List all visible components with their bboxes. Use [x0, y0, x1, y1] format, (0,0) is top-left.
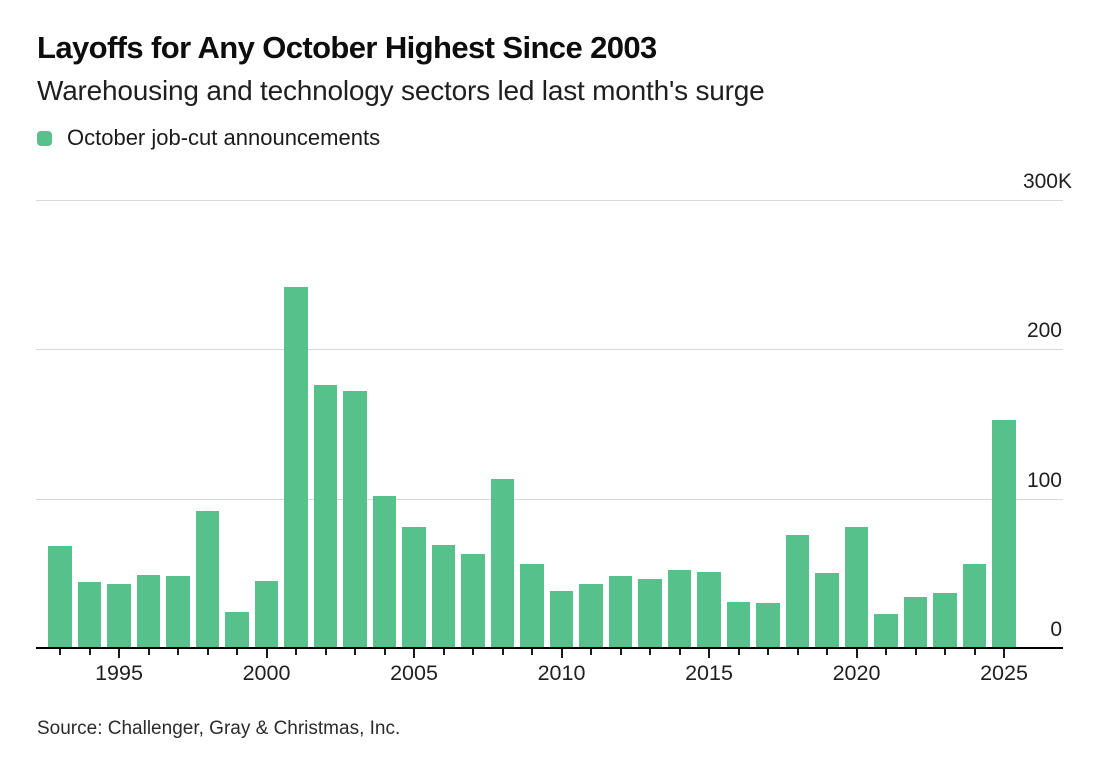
bar-2013	[638, 579, 662, 648]
x-axis-tick-2002	[324, 648, 327, 655]
y-axis-label-200: 200	[1026, 319, 1062, 343]
bar-1993	[48, 546, 72, 648]
x-axis-tick-2017	[767, 648, 769, 655]
x-axis-tick-1993	[59, 648, 61, 655]
x-axis-tick-1994	[88, 648, 91, 655]
x-axis-tick-1997	[177, 648, 179, 655]
x-axis-tick-2009	[531, 648, 533, 655]
y-axis-label-100: 100	[1026, 468, 1062, 492]
chart-title: Layoffs for Any October Highest Since 20…	[37, 30, 657, 65]
bar-2006	[431, 544, 456, 648]
x-axis-tick-1999	[236, 648, 238, 655]
x-axis-tick-2000	[265, 648, 268, 658]
x-axis-tick-2011	[590, 648, 592, 655]
bar-2023	[933, 592, 957, 648]
x-axis-tick-2020	[855, 648, 858, 658]
x-axis-tick-2004	[383, 648, 386, 655]
bar-2004	[372, 495, 397, 648]
bar-2002	[313, 385, 338, 648]
x-axis-tick-2010	[560, 648, 563, 658]
bar-2022	[903, 597, 928, 648]
gridline-300k	[36, 200, 1063, 201]
x-axis-tick-2007	[472, 648, 474, 655]
x-axis-tick-2006	[442, 648, 445, 655]
bar-2018	[785, 534, 810, 648]
bar-1997	[166, 576, 190, 648]
legend-label: October job-cut announcements	[67, 125, 381, 150]
x-axis-tick-1995	[118, 648, 120, 658]
x-axis-tick-2019	[826, 648, 828, 655]
bar-2024	[962, 564, 987, 648]
bar-2009	[520, 564, 544, 648]
bar-2019	[815, 573, 839, 648]
x-axis-label-2015: 2015	[685, 661, 733, 685]
bar-2021	[874, 613, 898, 648]
gridline-100	[36, 498, 1063, 500]
bar-2015	[697, 571, 721, 648]
bar-2012	[608, 576, 633, 648]
bar-1994	[77, 582, 102, 648]
x-axis-label-2000: 2000	[242, 661, 291, 685]
x-axis-tick-1996	[147, 648, 150, 655]
x-axis-tick-2015	[708, 648, 710, 658]
x-axis-label-2005: 2005	[390, 661, 438, 685]
x-axis-tick-2008	[501, 648, 504, 655]
bar-2008	[490, 479, 515, 648]
bar-2007	[461, 553, 485, 648]
bar-2017	[756, 603, 780, 648]
x-axis-tick-2003	[354, 648, 356, 655]
x-axis-tick-2001	[295, 648, 297, 655]
legend-swatch-icon	[37, 130, 52, 146]
bar-2011	[579, 583, 603, 648]
bar-2010	[549, 591, 574, 648]
bar-2003	[343, 391, 367, 648]
bar-2025	[992, 419, 1016, 648]
x-axis-tick-2025	[1003, 648, 1005, 658]
x-axis-tick-2012	[619, 648, 622, 655]
bar-2014	[667, 570, 692, 648]
y-axis-label-300k: 300K	[1022, 170, 1072, 193]
bar-2001	[284, 286, 308, 648]
source-note: Source: Challenger, Gray & Christmas, In…	[37, 718, 401, 739]
bar-1999	[225, 612, 249, 648]
x-axis-label-2025: 2025	[980, 661, 1028, 685]
bar-1995	[107, 583, 131, 648]
x-axis-baseline	[36, 647, 1063, 649]
bar-2016	[726, 601, 751, 648]
x-axis-tick-2024	[973, 648, 976, 655]
x-axis-tick-2005	[413, 648, 415, 658]
x-axis-tick-2023	[944, 648, 946, 655]
x-axis-tick-2016	[737, 648, 740, 655]
x-axis-tick-2022	[914, 648, 917, 655]
chart-subtitle: Warehousing and technology sectors led l…	[37, 75, 765, 106]
x-axis-tick-2014	[678, 648, 681, 655]
bar-2000	[254, 580, 279, 648]
x-axis-tick-2018	[796, 648, 799, 655]
legend: October job-cut announcements	[37, 125, 380, 151]
x-axis-tick-2021	[885, 648, 887, 655]
y-axis-label-0: 0	[1050, 618, 1062, 641]
x-axis-tick-1998	[206, 648, 209, 655]
x-axis-label-1995: 1995	[95, 661, 143, 685]
x-axis-tick-2013	[649, 648, 651, 655]
bar-1998	[195, 510, 220, 648]
x-axis-label-2010: 2010	[537, 661, 586, 685]
x-axis-label-2020: 2020	[832, 661, 881, 685]
bar-2005	[402, 527, 426, 648]
bar-1996	[136, 574, 161, 648]
gridline-200	[36, 349, 1063, 351]
bar-2020	[844, 527, 869, 648]
